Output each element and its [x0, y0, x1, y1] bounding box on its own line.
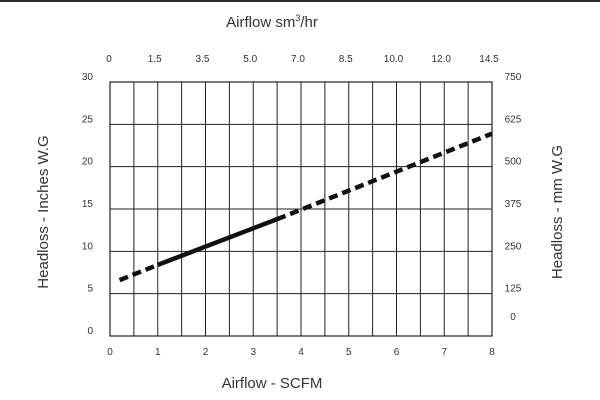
top-x-tick-label: 10.0	[384, 54, 404, 65]
top-x-tick-label: 1.5	[148, 54, 162, 65]
top-border-rule	[0, 0, 600, 2]
series-line-solid-segment	[156, 217, 278, 267]
x-tick-label: 4	[298, 347, 304, 358]
y-tick-label: 20	[82, 157, 94, 168]
plot-frame	[109, 81, 493, 337]
top-x-tick-label: 8.5	[339, 54, 353, 65]
y-tick-label: 5	[87, 284, 93, 295]
top-x-tick-label: 12.0	[432, 54, 452, 65]
series-line-dashed-segment	[276, 131, 493, 222]
x-tick-label: 2	[203, 347, 209, 358]
right-y-tick-label: 750	[505, 72, 522, 83]
series-layer	[118, 131, 493, 283]
bottom-axis-title: Airflow - SCFM	[222, 375, 323, 392]
right-y-tick-label: 625	[505, 114, 522, 125]
top-x-tick-label: 7.0	[291, 54, 305, 65]
top-axis-title: Airflow sm3/hr	[226, 13, 318, 31]
top-x-tick-label: 5.0	[243, 54, 257, 65]
right-axis-title: Headloss - mm W.G	[549, 145, 566, 279]
right-y-tick-label: 250	[505, 241, 522, 252]
right-y-tick-label: 125	[505, 284, 522, 295]
x-tick-label: 5	[346, 347, 352, 358]
right-y-tick-label: 500	[505, 157, 522, 168]
grid	[110, 82, 492, 336]
right-y-tick-label: 375	[505, 199, 522, 210]
tick-labels: 0 1 2 3 4 5 6 7 8 0 1.5 3.5 5.0 7.0 8.5 10.0 12.0 14.5 0 5 1…	[82, 54, 522, 358]
x-tick-label: 7	[441, 347, 447, 358]
y-tick-label: 25	[82, 114, 94, 125]
y-tick-label: 10	[82, 241, 94, 252]
top-x-tick-label: 14.5	[479, 54, 499, 65]
x-tick-label: 1	[155, 347, 161, 358]
x-tick-label: 3	[250, 347, 256, 358]
right-y-tick-label: 0	[510, 312, 516, 323]
y-tick-label: 15	[82, 199, 94, 210]
y-tick-label: 30	[82, 72, 94, 83]
left-axis-title: Headloss - Inches W.G	[35, 135, 52, 288]
top-x-tick-label: 3.5	[196, 54, 210, 65]
y-tick-label: 0	[87, 326, 93, 337]
top-x-tick-label: 0	[106, 54, 112, 65]
x-tick-label: 8	[489, 347, 495, 358]
x-tick-label: 6	[394, 347, 400, 358]
series-line-dashed-segment	[118, 262, 159, 283]
x-tick-label: 0	[107, 347, 113, 358]
